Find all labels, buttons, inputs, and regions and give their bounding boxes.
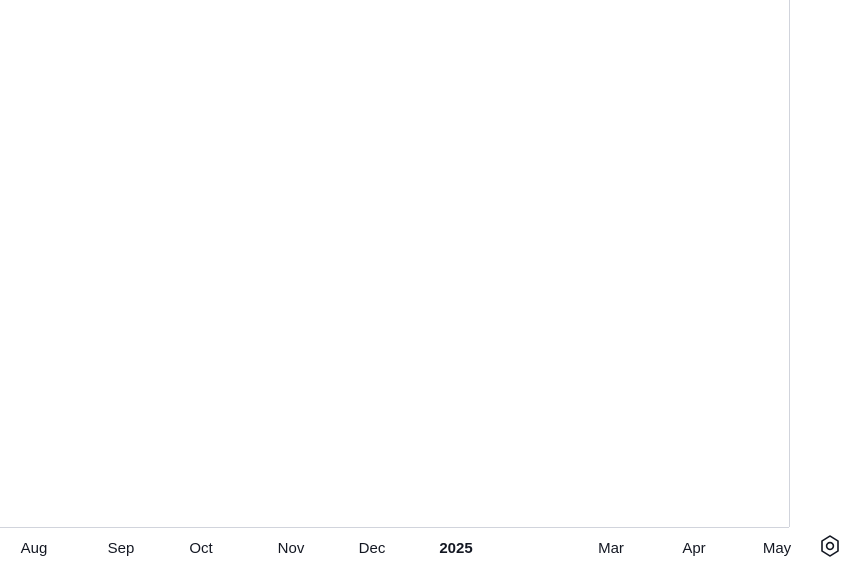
- x-tick-label: May: [763, 540, 792, 557]
- x-tick-label: Nov: [278, 540, 305, 557]
- x-tick-label: 2025: [439, 540, 472, 557]
- x-tick-label: Mar: [598, 540, 624, 557]
- x-tick-label: Sep: [108, 540, 135, 557]
- x-tick-label: Oct: [189, 540, 213, 557]
- x-tick-label: Apr: [682, 540, 705, 557]
- time-axis: Aug Sep Oct Nov Dec 2025 Mar Apr May: [21, 540, 792, 557]
- settings-gear-icon[interactable]: [816, 533, 844, 559]
- x-tick-label: Dec: [359, 540, 386, 557]
- x-tick-label: Aug: [21, 540, 48, 557]
